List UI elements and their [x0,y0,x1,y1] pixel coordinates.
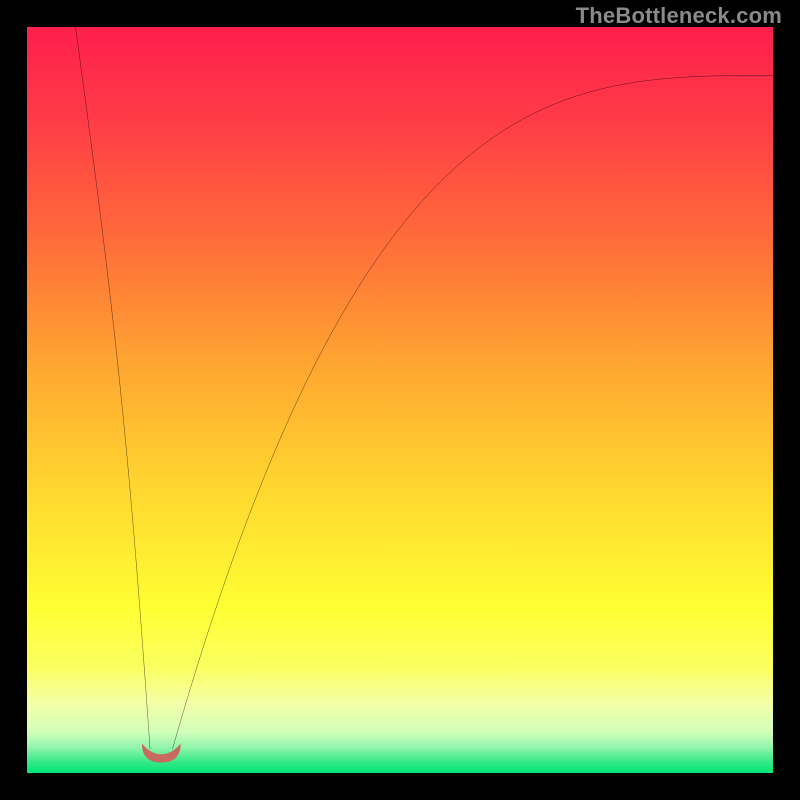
chart-frame: TheBottleneck.com [0,0,800,800]
plot-area [27,27,773,773]
gradient-background [27,27,773,773]
chart-svg [27,27,773,773]
watermark-text: TheBottleneck.com [576,3,782,29]
